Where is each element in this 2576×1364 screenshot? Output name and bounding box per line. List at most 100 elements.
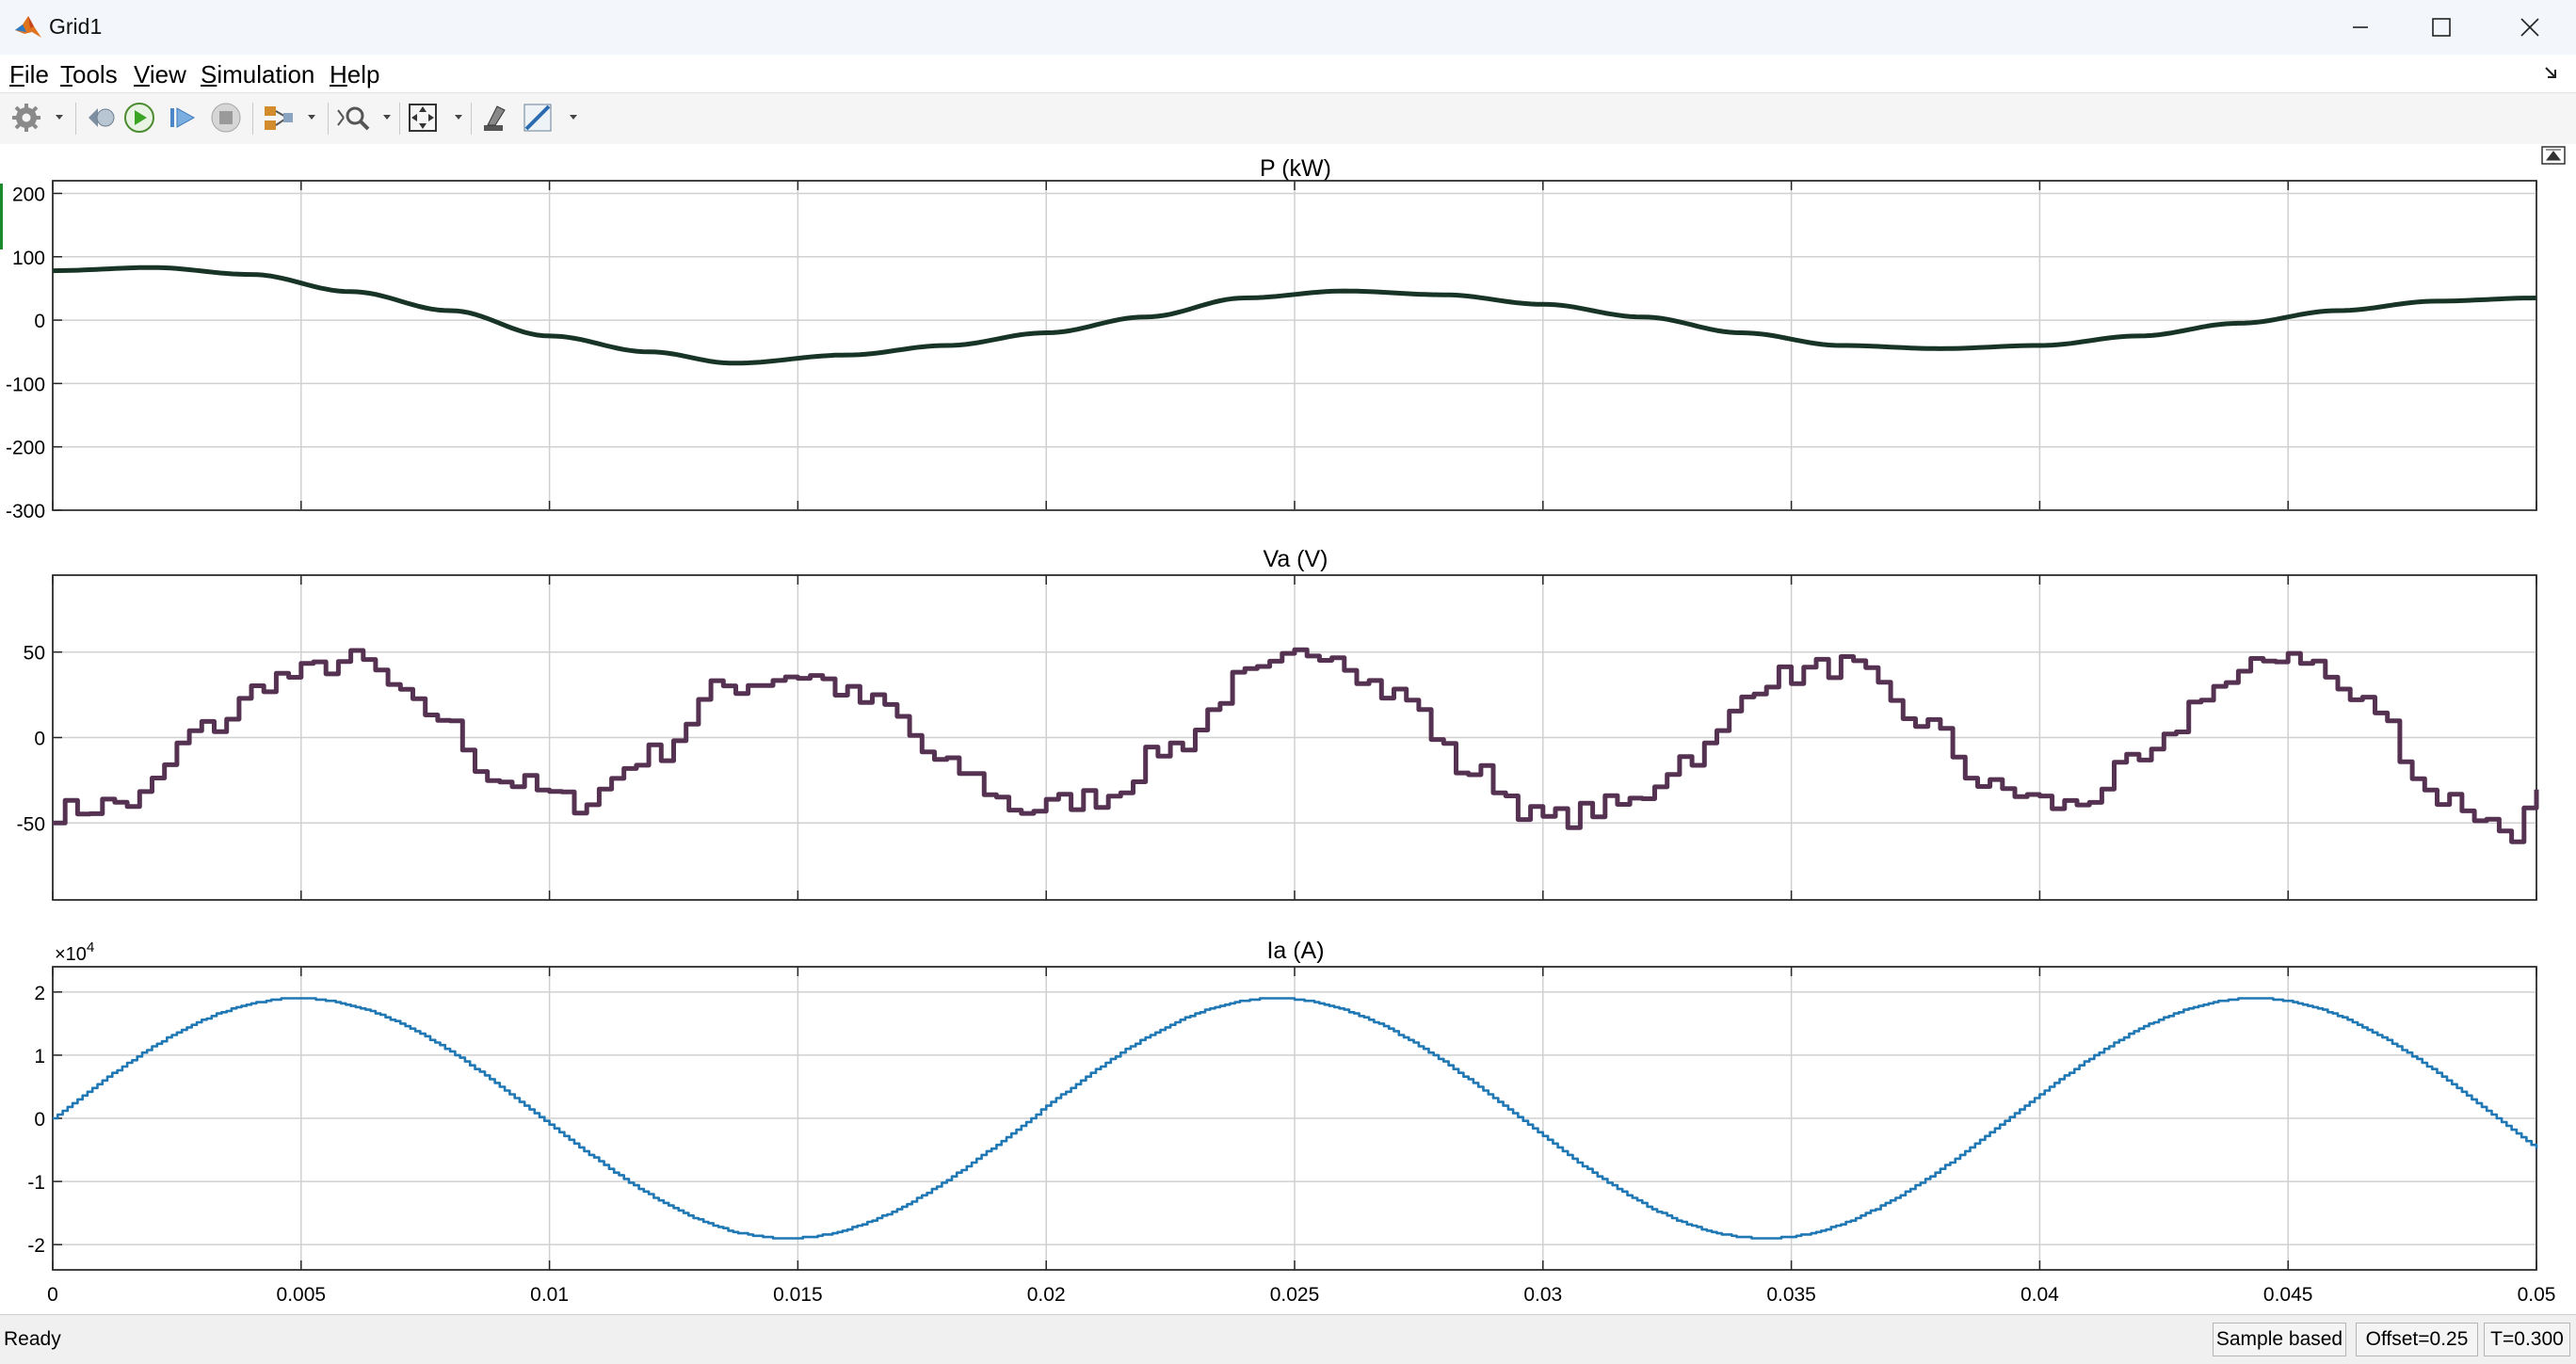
y-tick-label: 200 bbox=[12, 184, 45, 205]
y-tick-label: 100 bbox=[12, 248, 45, 269]
menu-simulation[interactable]: Simulation bbox=[201, 60, 314, 89]
axes-border bbox=[52, 574, 2537, 901]
menu-simulation-label: imulation bbox=[217, 60, 315, 88]
menu-file[interactable]: File bbox=[9, 60, 49, 89]
y-tick-label: 1 bbox=[34, 1046, 45, 1067]
axes-1-title: P (kW) bbox=[1260, 155, 1331, 182]
step-back-icon bbox=[89, 108, 115, 127]
x-tick-label: 0.04 bbox=[2021, 1284, 2059, 1306]
settings-button[interactable] bbox=[9, 100, 68, 136]
highlight-signal-button[interactable] bbox=[260, 100, 320, 136]
close-button[interactable] bbox=[2487, 0, 2572, 55]
step-back-button[interactable] bbox=[81, 100, 119, 136]
style-button[interactable] bbox=[476, 100, 514, 136]
x-tick-label: 0.035 bbox=[1766, 1284, 1816, 1306]
x-tick-label: 0.015 bbox=[773, 1284, 823, 1306]
x-tick-label: 0 bbox=[47, 1284, 58, 1306]
menu-view[interactable]: View bbox=[134, 60, 186, 89]
menu-view-label: iew bbox=[149, 60, 186, 88]
x-tick-label: 0.045 bbox=[2263, 1284, 2313, 1306]
menu-tools-label: ools bbox=[72, 60, 118, 88]
minimize-button[interactable] bbox=[2318, 0, 2403, 55]
time-indicator: T=0.300 bbox=[2484, 1323, 2570, 1356]
menu-tools[interactable]: Tools bbox=[60, 60, 118, 89]
status-text: Ready bbox=[4, 1328, 61, 1350]
y-tick-label: -1 bbox=[27, 1172, 45, 1194]
x-tick-label: 0.01 bbox=[530, 1284, 569, 1306]
stop-icon bbox=[211, 103, 241, 133]
y-tick-label: 0 bbox=[34, 729, 45, 750]
toolbar-separator bbox=[252, 103, 253, 135]
undock-icon[interactable] bbox=[2542, 64, 2561, 83]
y-exponent-label: ×104 bbox=[55, 939, 94, 965]
run-button[interactable] bbox=[121, 100, 158, 136]
matlab-logo-icon bbox=[15, 16, 41, 38]
axes-3-title: Ia (A) bbox=[1266, 938, 1324, 964]
menu-help[interactable]: Help bbox=[330, 60, 379, 89]
signal-trace bbox=[53, 997, 2538, 1240]
maximize-icon bbox=[2432, 18, 2451, 37]
x-tick-label: 0.005 bbox=[277, 1284, 327, 1306]
menu-view-mnemonic: V bbox=[134, 60, 150, 88]
axes-p[interactable]: 200 100 0 -100 -200 -300 bbox=[6, 180, 2537, 522]
axes-border bbox=[52, 180, 2537, 511]
run-icon bbox=[124, 103, 154, 133]
toolbar-separator bbox=[471, 103, 472, 135]
menu-file-label: ile bbox=[24, 60, 49, 88]
y-tick-label: -100 bbox=[6, 374, 45, 395]
fit-to-view-button[interactable] bbox=[405, 100, 467, 136]
collapse-panel-icon bbox=[2545, 149, 2562, 161]
status-bar: Ready Sample based Offset=0.25 T=0.300 bbox=[0, 1314, 2576, 1364]
menu-file-mnemonic: F bbox=[9, 60, 24, 88]
menu-help-label: elp bbox=[346, 60, 380, 88]
y-tick-label: -2 bbox=[27, 1235, 45, 1257]
sample-based-indicator: Sample based bbox=[2213, 1323, 2346, 1356]
x-tick-label: 0.05 bbox=[2518, 1284, 2556, 1306]
menu-help-mnemonic: H bbox=[330, 60, 347, 88]
stop-button[interactable] bbox=[207, 100, 245, 136]
plot-area: P (kW) 200 100 0 -100 -200 -300 Va (V) 50 0 -50… bbox=[0, 144, 2576, 1314]
y-tick-label: 0 bbox=[34, 1109, 45, 1131]
x-tick-label: 0.025 bbox=[1270, 1284, 1320, 1306]
y-tick-label: -50 bbox=[17, 813, 45, 835]
toolbar bbox=[0, 92, 2576, 145]
window-title: Grid1 bbox=[49, 14, 103, 39]
x-tick-label: 0.03 bbox=[1523, 1284, 1562, 1306]
y-exponent-power: 4 bbox=[87, 939, 94, 955]
axes-ia[interactable]: 0 0.005 0.01 0.015 0.02 0.025 0.03 0.035 0.04 0.0… bbox=[27, 966, 2556, 1306]
measurements-icon bbox=[523, 104, 577, 132]
maximize-button[interactable] bbox=[2399, 0, 2484, 55]
zoom-button[interactable] bbox=[333, 100, 395, 136]
y-exponent-base: ×10 bbox=[55, 944, 87, 965]
measurements-button[interactable] bbox=[520, 100, 582, 136]
x-tick-label: 0.02 bbox=[1027, 1284, 1066, 1306]
highlight-signal-icon bbox=[265, 106, 315, 130]
step-forward-button[interactable] bbox=[164, 100, 201, 136]
minimize-icon bbox=[2353, 26, 2368, 28]
toolbar-separator bbox=[399, 103, 400, 135]
axes-va[interactable]: 50 0 -50 bbox=[17, 574, 2539, 901]
style-icon bbox=[484, 105, 506, 131]
axes-2-title: Va (V) bbox=[1264, 546, 1328, 572]
signal-trace bbox=[52, 265, 2537, 366]
zoom-icon bbox=[337, 106, 391, 131]
menu-tools-mnemonic: T bbox=[60, 60, 72, 88]
step-forward-icon bbox=[170, 107, 196, 128]
toolbar-separator bbox=[75, 103, 76, 135]
y-tick-label: 2 bbox=[34, 983, 45, 1004]
menu-simulation-mnemonic: S bbox=[201, 60, 217, 88]
title-bar: Grid1 bbox=[0, 0, 2576, 55]
toolbar-separator bbox=[328, 103, 329, 135]
settings-gear-icon bbox=[12, 104, 63, 132]
y-tick-label: 0 bbox=[34, 311, 45, 332]
y-tick-label: -200 bbox=[6, 438, 45, 459]
offset-indicator: Offset=0.25 bbox=[2356, 1323, 2478, 1356]
menu-bar: File Tools View Simulation Help bbox=[0, 55, 2576, 92]
y-tick-label: -300 bbox=[6, 501, 45, 522]
y-tick-label: 50 bbox=[24, 643, 45, 665]
fit-to-view-icon bbox=[409, 104, 462, 132]
axes-left-indicator bbox=[0, 184, 3, 249]
close-icon bbox=[2520, 18, 2539, 37]
signal-trace bbox=[53, 647, 2539, 844]
